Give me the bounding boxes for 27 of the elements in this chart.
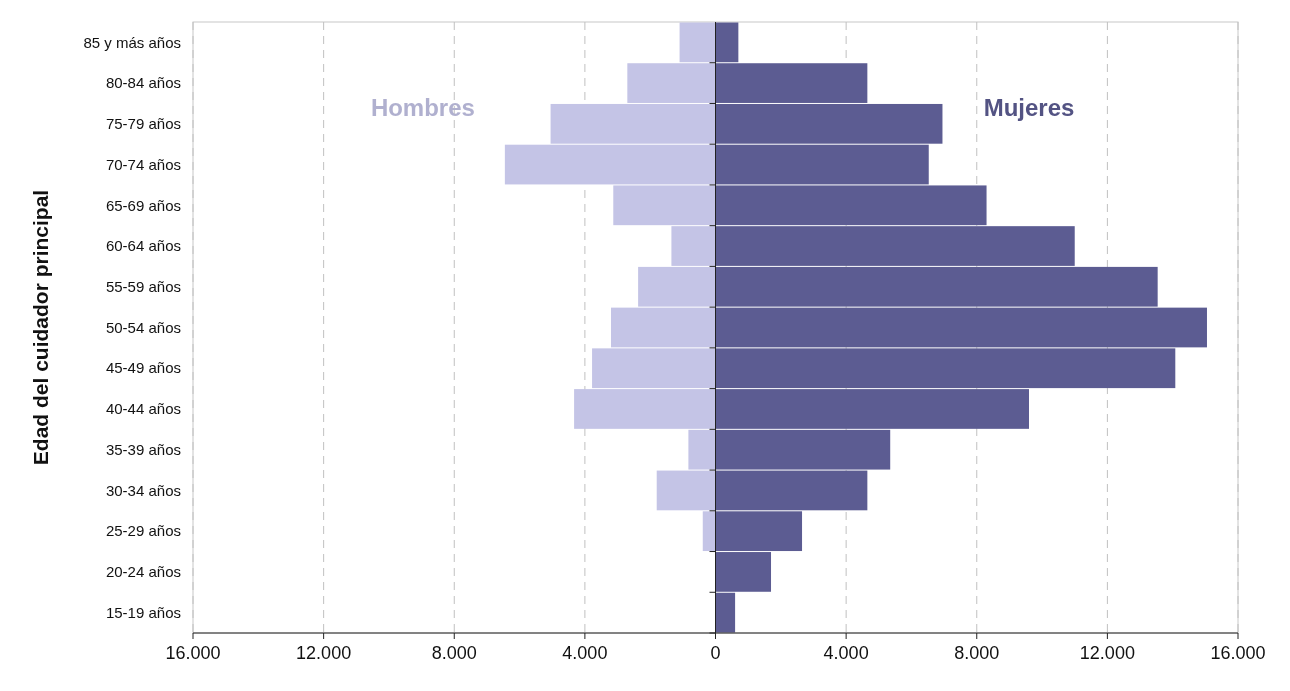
y-tick-label: 35-39 años xyxy=(105,440,181,458)
x-tick-label: 16.000 xyxy=(165,643,221,663)
y-tick-label: 85 y más años xyxy=(83,33,181,51)
y-tick-label: 55-59 años xyxy=(105,278,181,296)
y-tick-label: 80-84 años xyxy=(105,74,181,92)
x-tick-label: 12.000 xyxy=(296,643,352,663)
x-tick-label: 8.000 xyxy=(954,643,1000,663)
y-tick-label: 45-49 años xyxy=(105,359,181,377)
x-tick-label: 8.000 xyxy=(431,643,477,663)
y-axis-title: Edad del cuidador principal xyxy=(29,189,52,466)
x-tick-label: 16.000 xyxy=(1210,643,1266,663)
y-tick-label: 50-54 años xyxy=(105,318,181,336)
x-tick-label: 4.000 xyxy=(562,643,608,663)
y-tick-label: 75-79 años xyxy=(105,115,181,133)
y-tick-label: 65-69 años xyxy=(105,196,181,214)
x-tick-label: 12.000 xyxy=(1079,643,1135,663)
series-label: Hombres xyxy=(370,93,475,121)
y-tick-label: 25-29 años xyxy=(105,522,181,540)
series-label: Mujeres xyxy=(983,93,1075,121)
y-tick-label: 40-44 años xyxy=(105,400,181,418)
y-tick-label: 20-24 años xyxy=(105,563,181,581)
y-tick-label: 30-34 años xyxy=(105,481,181,499)
x-tick-label: 4.000 xyxy=(823,643,869,663)
y-tick-label: 15-19 años xyxy=(105,603,181,621)
x-tick-label: 0 xyxy=(710,643,721,663)
y-tick-label: 60-64 años xyxy=(105,237,181,255)
y-tick-label: 70-74 años xyxy=(105,155,181,173)
